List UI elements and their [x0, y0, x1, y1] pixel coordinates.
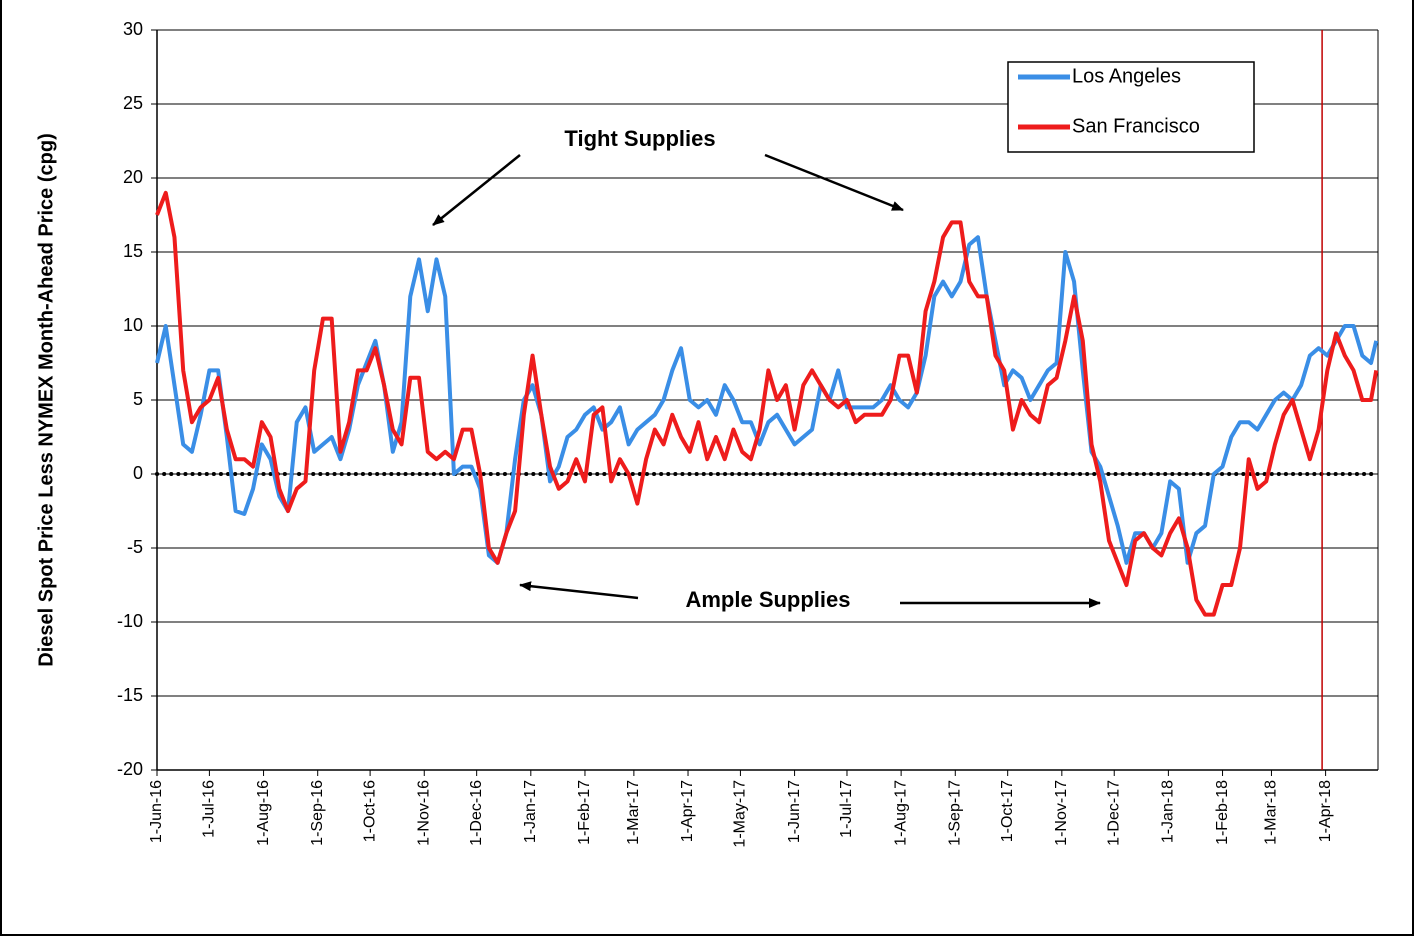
- x-tick-label: 1-Dec-17: [1105, 780, 1122, 846]
- x-tick-label: 1-May-17: [732, 780, 749, 848]
- x-tick-label: 1-Mar-18: [1263, 780, 1280, 845]
- y-tick-label: 15: [123, 241, 143, 261]
- legend-label: San Francisco: [1072, 115, 1200, 137]
- x-tick-label: 1-Aug-17: [892, 780, 909, 846]
- x-tick-label: 1-Jun-17: [786, 780, 803, 843]
- y-tick-label: 25: [123, 93, 143, 113]
- x-tick-label: 1-Apr-18: [1317, 780, 1334, 842]
- x-tick-label: 1-Jul-17: [838, 780, 855, 838]
- y-tick-label: 5: [133, 389, 143, 409]
- y-tick-label: -20: [117, 759, 143, 779]
- arrow: [764, 153, 904, 212]
- series-line: [155, 235, 1379, 565]
- arrow: [519, 581, 639, 600]
- annotation: Ample Supplies: [685, 587, 850, 612]
- x-tick-label: 1-Jan-18: [1160, 780, 1177, 843]
- x-tick-label: 1-Oct-16: [361, 780, 378, 842]
- y-tick-label: 10: [123, 315, 143, 335]
- y-tick-label: 20: [123, 167, 143, 187]
- x-tick-label: 1-Sep-16: [309, 780, 326, 846]
- x-tick-label: 1-Feb-17: [576, 780, 593, 845]
- y-tick-label: -5: [127, 537, 143, 557]
- y-axis-label: Diesel Spot Price Less NYMEX Month-Ahead…: [35, 133, 57, 666]
- x-tick-label: 1-Feb-18: [1214, 780, 1231, 845]
- y-tick-label: -15: [117, 685, 143, 705]
- arrow: [432, 154, 521, 226]
- series-line: [155, 190, 1379, 617]
- x-tick-label: 1-Nov-16: [415, 780, 432, 846]
- x-tick-label: 1-Nov-17: [1053, 780, 1070, 846]
- y-tick-label: 30: [123, 19, 143, 39]
- x-tick-label: 1-Apr-17: [679, 780, 696, 842]
- x-tick-label: 1-Oct-17: [999, 780, 1016, 842]
- x-tick-label: 1-Jun-16: [148, 780, 165, 843]
- x-tick-label: 1-Aug-16: [255, 780, 272, 846]
- legend-label: Los Angeles: [1072, 65, 1181, 87]
- annotation: Tight Supplies: [564, 126, 715, 151]
- x-tick-label: 1-Sep-17: [946, 780, 963, 846]
- x-tick-label: 1-Dec-16: [468, 780, 485, 846]
- x-tick-label: 1-Mar-17: [625, 780, 642, 845]
- legend-items: Los Angeles San Francisco: [1018, 65, 1200, 137]
- y-tick-label: 0: [133, 463, 143, 483]
- y-tick-label: -10: [117, 611, 143, 631]
- x-tick-label: 1-Jan-17: [522, 780, 539, 843]
- plot-area: -20 -15 -10 -5 0 5 10 15 20 25 30 1-Jun-16 1-Jul-16 1…: [117, 19, 1380, 848]
- x-tick-label: 1-Jul-16: [201, 780, 218, 838]
